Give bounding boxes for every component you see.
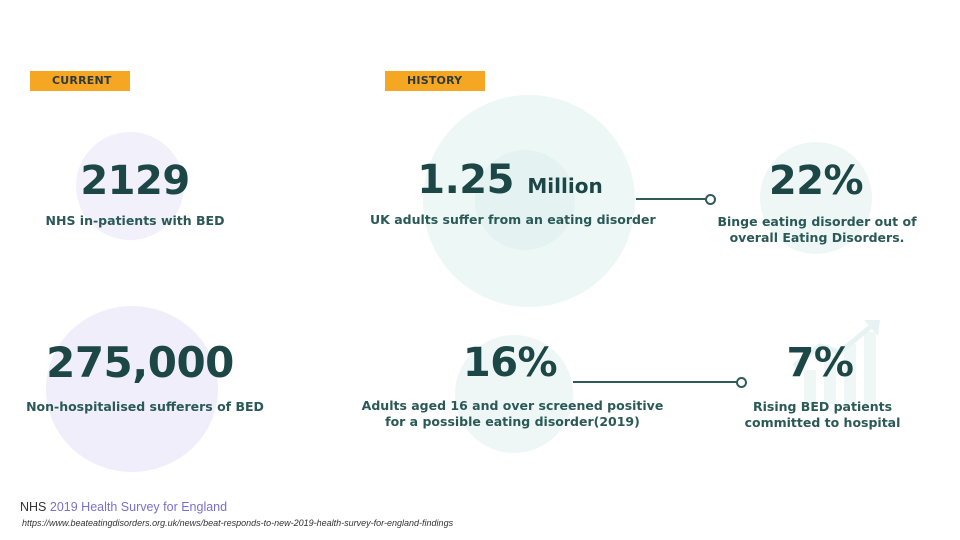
decor-circle-screened (455, 335, 573, 453)
current-tag: CURRENT (30, 71, 130, 91)
screened-value: 16% (462, 340, 558, 386)
nhs-inpatients-value: 2129 (80, 158, 190, 204)
uk-adults-label: UK adults suffer from an eating disorder (370, 212, 656, 227)
decor-circle-binge (760, 142, 872, 254)
screened-label-line1: Adults aged 16 and over screened positiv… (361, 398, 664, 413)
source-url[interactable]: https://www.beateatingdisorders.org.uk/n… (22, 518, 454, 528)
binge-share-label-line2: overall Eating Disorders. (729, 230, 905, 245)
binge-share-value: 22% (768, 158, 864, 204)
uk-adults-number: 1.25 (417, 157, 514, 203)
screened-label-line2: for a possible eating disorder(2019) (385, 414, 640, 429)
binge-share-label-line1: Binge eating disorder out of (717, 214, 917, 229)
connector-dot-icon (705, 194, 716, 205)
connector-dot-icon (736, 377, 747, 388)
non-hospitalised-value: 275,000 (46, 338, 234, 387)
uk-adults-value: 1.25 Million (410, 157, 610, 203)
decor-circle-current-top (76, 132, 184, 240)
history-tag: HISTORY (385, 71, 485, 91)
connector-line-top (636, 198, 706, 200)
source-citation: NHS 2019 Health Survey for England (20, 500, 227, 514)
decor-circle-current-bottom (46, 306, 218, 472)
nhs-inpatients-label: NHS in-patients with BED (45, 213, 225, 228)
source-prefix: NHS (20, 500, 47, 514)
bar-chart-growth-icon (792, 320, 880, 404)
rising-value: 7% (786, 340, 854, 386)
non-hospitalised-label: Non-hospitalised sufferers of BED (26, 399, 264, 414)
rising-label-line1: Rising BED patients (752, 399, 893, 414)
connector-line-bottom (573, 381, 737, 383)
rising-label-line2: committed to hospital (744, 415, 901, 430)
uk-adults-unit: Million (527, 174, 603, 198)
source-title[interactable]: 2019 Health Survey for England (49, 500, 228, 514)
decor-circle-history-inner (475, 150, 575, 250)
